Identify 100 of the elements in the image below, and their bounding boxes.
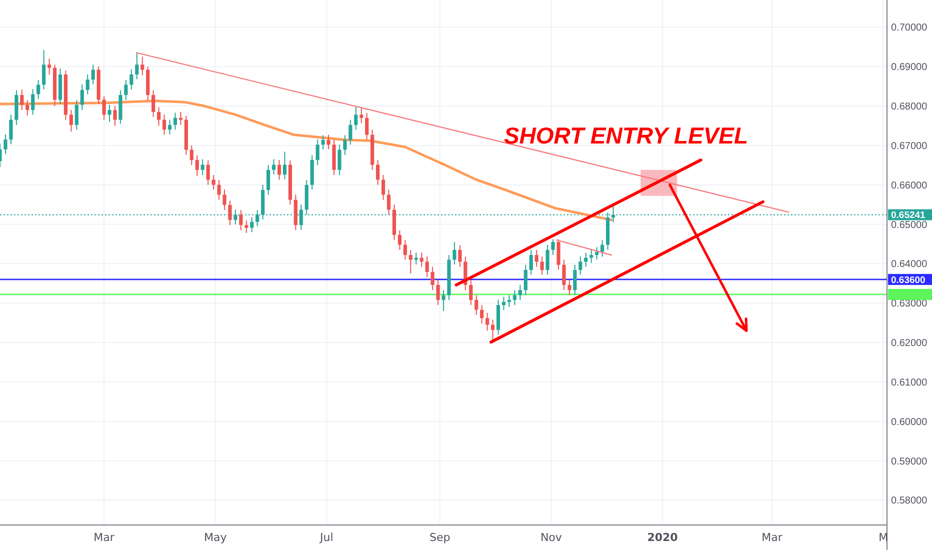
candlestick: [228, 200, 232, 226]
candlestick: [91, 64, 95, 85]
x-tick-label: Mar: [94, 531, 115, 544]
candlestick: [469, 280, 473, 306]
candlestick: [386, 189, 391, 216]
candlestick: [26, 100, 30, 116]
x-tick-label: Mar: [762, 531, 783, 544]
candlestick: [600, 240, 604, 258]
candlestick: [360, 107, 364, 124]
x-tick-label: May: [204, 531, 228, 544]
y-tick-label: 0.67000: [891, 140, 928, 152]
candlestick: [47, 58, 52, 75]
candlestick: [135, 52, 139, 80]
candlestick: [458, 244, 462, 268]
candlestick: [108, 104, 112, 122]
x-tick-label: Sep: [429, 531, 450, 544]
candlestick: [190, 144, 194, 166]
candlestick: [512, 290, 516, 306]
candlestick: [529, 249, 533, 276]
candlestick: [277, 160, 282, 180]
candlestick: [534, 249, 538, 268]
y-tick-label: 0.60000: [891, 416, 928, 428]
candlestick: [102, 96, 106, 120]
y-tick-label: 0.58000: [891, 496, 928, 507]
candlestick: [590, 249, 594, 264]
candlestick: [74, 100, 78, 130]
candlestick: [551, 238, 555, 256]
candlestick: [162, 114, 166, 136]
candlestick: [442, 290, 446, 312]
x-tick-label: Jul: [319, 531, 334, 544]
ref-line-label: 0.63600: [891, 274, 926, 286]
candlestick: [546, 244, 550, 276]
candlestick: [113, 106, 117, 126]
candlestick: [140, 56, 144, 76]
candlestick: [490, 319, 495, 342]
y-tick-label: 0.68000: [891, 102, 928, 113]
candlestick: [130, 68, 134, 90]
candlestick: [486, 312, 490, 332]
ref-line-label: 0.65241: [891, 210, 926, 222]
candlestick: [36, 80, 40, 100]
candlestick: [217, 180, 221, 200]
candlestick: [80, 84, 84, 110]
candlestick: [381, 174, 386, 200]
candlestick: [398, 230, 402, 250]
candlestick: [403, 240, 407, 260]
candlestick: [568, 280, 572, 296]
candlestick: [195, 154, 199, 177]
candlestick: [282, 151, 287, 180]
candlestick: [507, 294, 512, 308]
candlestick: [474, 294, 478, 316]
candlestick: [595, 246, 599, 260]
candlestick: [69, 109, 73, 132]
candlestick: [156, 106, 161, 126]
y-tick-label: 0.62000: [891, 338, 928, 350]
candlestick: [343, 134, 347, 156]
candlestick: [4, 134, 8, 155]
y-tick-label: 0.70000: [891, 22, 928, 34]
candlestick: [212, 174, 216, 190]
candlestick: [316, 139, 320, 166]
candlestick: [222, 189, 226, 211]
y-tick-label: 0.69000: [891, 62, 928, 74]
candlestick: [556, 238, 560, 270]
candlestick: [518, 284, 522, 300]
candlestick: [173, 112, 178, 130]
candlestick: [326, 134, 330, 150]
candlestick: [239, 210, 243, 231]
candlestick: [562, 259, 566, 291]
candlestick: [266, 164, 270, 196]
candlestick: [272, 158, 276, 176]
candlestick: [578, 256, 582, 276]
candlestick: [376, 160, 380, 186]
y-tick-label: 0.64000: [891, 259, 928, 270]
candlestick: [9, 114, 13, 145]
candlestick: [152, 90, 156, 118]
candlestick: [321, 134, 325, 150]
candlestick: [200, 158, 204, 176]
candlestick: [124, 80, 128, 101]
candlestick: [524, 264, 528, 296]
candlestick: [452, 242, 456, 265]
candlestick: [20, 88, 24, 110]
candlestick: [244, 220, 248, 234]
y-tick-label: 0.65000: [891, 220, 928, 231]
candlestick: [430, 266, 434, 291]
candlestick: [408, 249, 412, 274]
y-tick-label: 0.66000: [891, 180, 928, 192]
candlestick: [365, 112, 369, 140]
y-tick-label: 0.61000: [891, 377, 928, 388]
candlestick: [86, 74, 90, 95]
candlestick: [502, 296, 506, 311]
candlestick: [348, 119, 352, 146]
candlestick: [168, 119, 172, 135]
candlestick: [540, 256, 544, 276]
x-tick-label: 2020: [647, 531, 678, 544]
annotation: SHORT ENTRY LEVEL: [504, 122, 748, 148]
candlestick: [338, 144, 342, 176]
candlestick: [42, 50, 46, 90]
candlestick: [31, 88, 35, 116]
candlestick: [354, 106, 358, 130]
candlestick: [573, 264, 577, 296]
candlestick: [206, 160, 210, 186]
